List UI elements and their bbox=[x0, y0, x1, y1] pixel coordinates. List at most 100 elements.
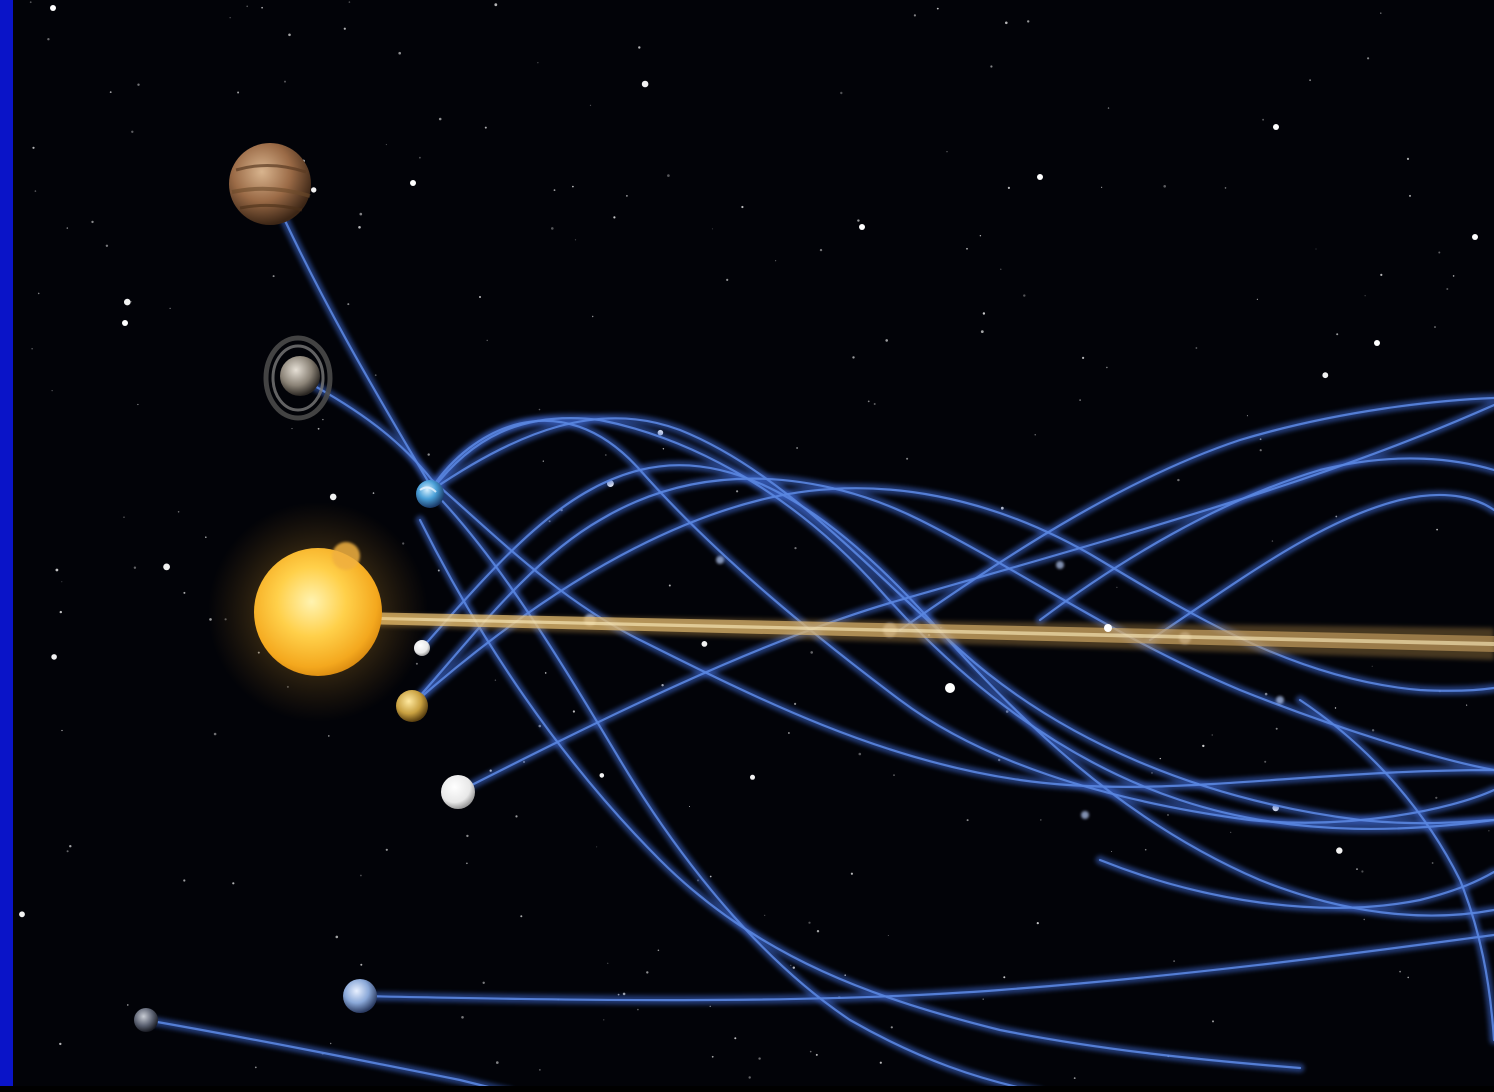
star bbox=[1356, 868, 1358, 870]
star bbox=[288, 33, 291, 37]
earth-planet-icon bbox=[416, 480, 444, 508]
venus-planet-icon bbox=[396, 690, 428, 722]
star bbox=[893, 774, 895, 776]
star bbox=[887, 935, 889, 936]
star bbox=[515, 815, 518, 818]
star bbox=[91, 220, 94, 224]
star bbox=[169, 307, 171, 309]
star bbox=[1367, 57, 1370, 60]
star bbox=[1361, 870, 1364, 873]
star bbox=[662, 448, 665, 450]
small-moon-icon bbox=[1104, 624, 1112, 632]
star bbox=[890, 1026, 893, 1029]
star bbox=[551, 227, 554, 230]
star bbox=[982, 312, 986, 315]
star bbox=[764, 914, 766, 917]
star bbox=[1371, 665, 1373, 667]
star bbox=[47, 38, 50, 41]
star bbox=[482, 981, 485, 984]
star bbox=[1073, 1077, 1076, 1079]
star bbox=[317, 427, 320, 430]
star bbox=[1082, 356, 1085, 359]
star bbox=[109, 91, 112, 93]
neptune-planet-icon bbox=[134, 1008, 158, 1032]
star bbox=[1264, 692, 1268, 696]
star bbox=[484, 126, 487, 129]
star bbox=[55, 568, 59, 572]
star bbox=[661, 684, 664, 687]
left-frame-bar bbox=[0, 0, 13, 1092]
mercury-planet-icon bbox=[414, 640, 430, 656]
star bbox=[1163, 185, 1166, 188]
star bbox=[1488, 830, 1490, 832]
star bbox=[966, 247, 968, 250]
star bbox=[1436, 528, 1438, 531]
star bbox=[1107, 107, 1110, 109]
star bbox=[990, 65, 993, 68]
star bbox=[709, 875, 712, 878]
star bbox=[29, 1, 32, 4]
star bbox=[61, 581, 63, 583]
star bbox=[137, 83, 140, 86]
star bbox=[229, 17, 231, 19]
star bbox=[1034, 434, 1036, 436]
star bbox=[613, 216, 616, 219]
star bbox=[626, 195, 628, 197]
star bbox=[427, 453, 430, 456]
star bbox=[982, 998, 984, 1000]
star bbox=[1079, 399, 1081, 401]
star bbox=[19, 911, 25, 918]
star bbox=[358, 226, 361, 229]
star bbox=[709, 1005, 711, 1007]
star bbox=[1224, 187, 1227, 189]
star bbox=[322, 418, 324, 421]
star bbox=[622, 992, 626, 996]
star bbox=[496, 1061, 499, 1064]
star bbox=[1151, 772, 1153, 774]
star bbox=[792, 966, 795, 969]
star bbox=[183, 879, 186, 882]
star bbox=[479, 296, 481, 298]
star bbox=[385, 144, 387, 146]
uranus-planet-icon bbox=[343, 979, 377, 1013]
star bbox=[538, 408, 541, 411]
star bbox=[124, 298, 131, 306]
star bbox=[51, 654, 57, 660]
star bbox=[1144, 848, 1147, 851]
star bbox=[123, 516, 125, 518]
star bbox=[1452, 275, 1455, 277]
star bbox=[419, 156, 421, 159]
star bbox=[1264, 760, 1267, 763]
star bbox=[657, 949, 660, 952]
star bbox=[1380, 12, 1382, 14]
star bbox=[668, 584, 671, 587]
star bbox=[330, 1042, 332, 1045]
star bbox=[520, 915, 523, 918]
star bbox=[788, 732, 790, 734]
star bbox=[1431, 862, 1434, 864]
star bbox=[494, 3, 498, 7]
star bbox=[415, 662, 418, 665]
star bbox=[711, 1055, 714, 1058]
star bbox=[1399, 970, 1401, 973]
star bbox=[311, 187, 317, 193]
bright-star bbox=[1037, 174, 1043, 180]
star bbox=[374, 374, 377, 377]
star bbox=[966, 819, 969, 822]
star bbox=[816, 930, 820, 933]
sun-icon bbox=[208, 502, 428, 722]
star bbox=[1371, 729, 1375, 732]
star bbox=[1275, 727, 1278, 730]
star bbox=[596, 846, 598, 848]
star bbox=[1230, 831, 1232, 834]
star bbox=[69, 845, 72, 848]
star bbox=[1040, 819, 1042, 821]
star bbox=[689, 806, 690, 807]
star bbox=[794, 702, 797, 706]
star bbox=[466, 834, 469, 838]
star bbox=[1335, 515, 1338, 518]
star bbox=[359, 212, 363, 216]
star bbox=[237, 91, 240, 94]
star bbox=[879, 1061, 882, 1064]
